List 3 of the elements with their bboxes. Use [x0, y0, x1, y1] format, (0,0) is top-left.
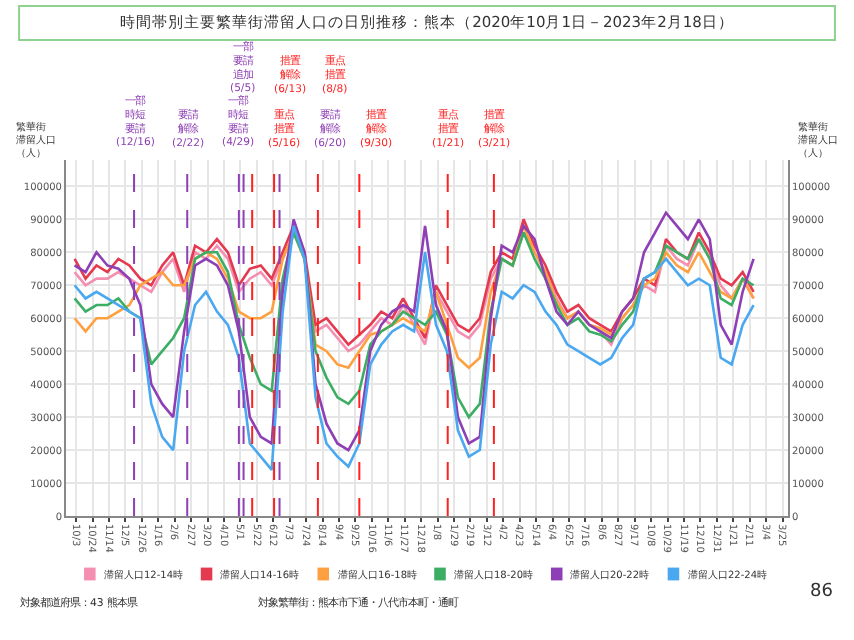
line-series [73, 231, 755, 419]
line-series [73, 224, 755, 369]
text: 86 [810, 582, 834, 602]
